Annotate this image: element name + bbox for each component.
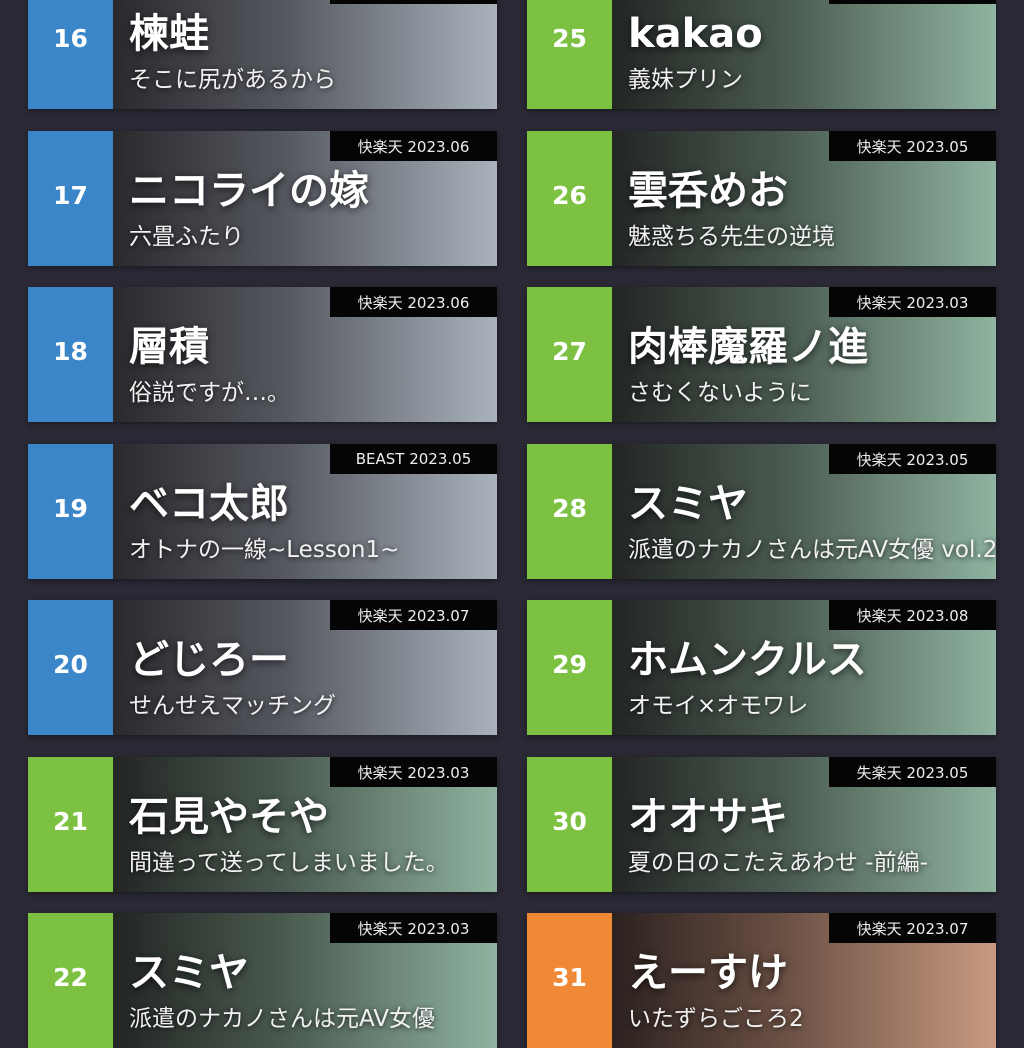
magazine-tag: 快楽天 2023.03 [330,757,497,787]
cover-image: 快楽天 2023.07 えーすけ いたずらごころ2 [612,913,996,1048]
author-name: えーすけ [628,950,788,996]
magazine-tag: 快楽天 2023.05 [829,444,996,474]
author-name: ニコライの嫁 [129,168,369,214]
ranking-card[interactable]: 16 楝蛙 そこに尻があるから [28,0,497,109]
work-title: 俗説ですが…。 [129,380,290,406]
rank-number: 26 [527,131,612,266]
magazine-tag: 快楽天 2023.03 [330,913,497,943]
author-name: 層積 [129,324,209,370]
magazine-tag: BEAST 2023.05 [330,444,497,474]
work-title: 六畳ふたり [129,224,244,250]
author-name: 楝蛙 [129,11,209,57]
author-name: 石見やそや [129,794,329,840]
magazine-tag: 快楽天 2023.08 [829,600,996,630]
ranking-card[interactable]: 29 快楽天 2023.08 ホムンクルス オモイ×オモワレ [527,600,996,735]
rank-number: 17 [28,131,113,266]
rank-number: 18 [28,287,113,422]
ranking-card[interactable]: 28 快楽天 2023.05 スミヤ 派遣のナカノさんは元AV女優 vol.2 [527,444,996,579]
magazine-tag: 快楽天 2023.03 [829,287,996,317]
ranking-card[interactable]: 20 快楽天 2023.07 どじろー せんせえマッチング [28,600,497,735]
author-name: スミヤ [129,950,249,996]
work-title: 間違って送ってしまいました。 [129,850,449,876]
rank-number: 22 [28,913,113,1048]
cover-image: 快楽天 2023.03 スミヤ 派遣のナカノさんは元AV女優 [113,913,497,1048]
magazine-tag: 快楽天 2023.05 [829,131,996,161]
cover-image: 快楽天 2023.05 雲呑めお 魅惑ちる先生の逆境 [612,131,996,266]
rank-number: 29 [527,600,612,735]
work-title: 魅惑ちる先生の逆境 [628,224,835,250]
cover-image: 快楽天 2023.06 層積 俗説ですが…。 [113,287,497,422]
cover-image: 楝蛙 そこに尻があるから [113,0,497,109]
magazine-tag [330,0,497,4]
cover-image: kakao 義妹プリン [612,0,996,109]
rank-number: 21 [28,757,113,892]
author-name: スミヤ [628,481,748,527]
author-name: 肉棒魔羅ノ進 [628,324,868,370]
author-name: ホムンクルス [628,637,867,683]
cover-image: 失楽天 2023.05 オオサキ 夏の日のこたえあわせ -前編- [612,757,996,892]
rank-number: 20 [28,600,113,735]
rank-number: 30 [527,757,612,892]
work-title: さむくないように [628,380,812,406]
rank-number: 28 [527,444,612,579]
magazine-tag: 快楽天 2023.06 [330,287,497,317]
ranking-card[interactable]: 25 kakao 義妹プリン [527,0,996,109]
ranking-card[interactable]: 19 BEAST 2023.05 ベコ太郎 オトナの一線~Lesson1~ [28,444,497,579]
work-title: 夏の日のこたえあわせ -前編- [628,850,928,876]
magazine-tag: 快楽天 2023.07 [829,913,996,943]
ranking-card[interactable]: 18 快楽天 2023.06 層積 俗説ですが…。 [28,287,497,422]
cover-image: 快楽天 2023.06 ニコライの嫁 六畳ふたり [113,131,497,266]
work-title: そこに尻があるから [129,67,336,93]
work-title: 派遣のナカノさんは元AV女優 [129,1006,435,1032]
author-name: どじろー [129,637,289,683]
magazine-tag: 快楽天 2023.07 [330,600,497,630]
ranking-card[interactable]: 21 快楽天 2023.03 石見やそや 間違って送ってしまいました。 [28,757,497,892]
work-title: オトナの一線~Lesson1~ [129,537,400,563]
ranking-card[interactable]: 26 快楽天 2023.05 雲呑めお 魅惑ちる先生の逆境 [527,131,996,266]
rank-number: 27 [527,287,612,422]
rank-number: 31 [527,913,612,1048]
cover-image: 快楽天 2023.03 肉棒魔羅ノ進 さむくないように [612,287,996,422]
author-name: 雲呑めお [628,168,788,214]
work-title: 派遣のナカノさんは元AV女優 vol.2 [628,537,996,563]
ranking-card[interactable]: 27 快楽天 2023.03 肉棒魔羅ノ進 さむくないように [527,287,996,422]
work-title: 義妹プリン [628,67,743,93]
rank-number: 25 [527,0,612,109]
rank-number: 16 [28,0,113,109]
rank-number: 19 [28,444,113,579]
cover-image: 快楽天 2023.05 スミヤ 派遣のナカノさんは元AV女優 vol.2 [612,444,996,579]
magazine-tag [829,0,996,4]
cover-image: BEAST 2023.05 ベコ太郎 オトナの一線~Lesson1~ [113,444,497,579]
magazine-tag: 快楽天 2023.06 [330,131,497,161]
author-name: kakao [628,11,763,57]
author-name: オオサキ [628,794,788,840]
work-title: せんせえマッチング [129,693,336,719]
ranking-card[interactable]: 30 失楽天 2023.05 オオサキ 夏の日のこたえあわせ -前編- [527,757,996,892]
ranking-card[interactable]: 17 快楽天 2023.06 ニコライの嫁 六畳ふたり [28,131,497,266]
cover-image: 快楽天 2023.08 ホムンクルス オモイ×オモワレ [612,600,996,735]
cover-image: 快楽天 2023.07 どじろー せんせえマッチング [113,600,497,735]
magazine-tag: 失楽天 2023.05 [829,757,996,787]
ranking-card[interactable]: 31 快楽天 2023.07 えーすけ いたずらごころ2 [527,913,996,1048]
ranking-card[interactable]: 22 快楽天 2023.03 スミヤ 派遣のナカノさんは元AV女優 [28,913,497,1048]
work-title: オモイ×オモワレ [628,693,809,719]
work-title: いたずらごころ2 [628,1006,804,1032]
cover-image: 快楽天 2023.03 石見やそや 間違って送ってしまいました。 [113,757,497,892]
author-name: ベコ太郎 [129,481,289,527]
